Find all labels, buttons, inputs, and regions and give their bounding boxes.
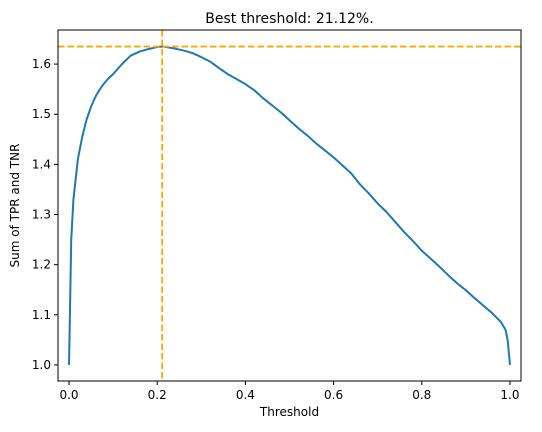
x-tick-label: 0.0 (59, 388, 78, 402)
x-tick-label: 0.2 (148, 388, 167, 402)
plot-area (68, 45, 511, 366)
x-tick-label: 0.6 (324, 388, 343, 402)
y-tick-label: 1.1 (32, 308, 51, 322)
y-tick-label: 1.2 (32, 258, 51, 272)
y-tick-label: 1.3 (32, 208, 51, 222)
x-tick-label: 1.0 (500, 388, 519, 402)
axes (57, 29, 522, 382)
reference-lines (58, 30, 521, 381)
axes-frame (57, 29, 522, 382)
y-tick-label: 1.5 (32, 107, 51, 121)
y-axis-label: Sum of TPR and TNR (8, 144, 22, 268)
y-tick-label: 1.6 (32, 57, 51, 71)
x-tick-label: 0.8 (412, 388, 431, 402)
y-tick-label: 1.0 (32, 358, 51, 372)
x-axis-label: Threshold (259, 405, 319, 419)
chart-title: Best threshold: 21.12%. (205, 11, 373, 27)
y-tick-label: 1.4 (32, 157, 51, 171)
series-line-0 (68, 45, 511, 366)
y-axis-ticks: 1.0 1.1 1.2 1.3 1.4 1.5 1.6 (32, 57, 58, 372)
x-axis-ticks: 0.0 0.2 0.4 0.6 0.8 1.0 (59, 381, 520, 402)
x-tick-label: 0.4 (236, 388, 255, 402)
